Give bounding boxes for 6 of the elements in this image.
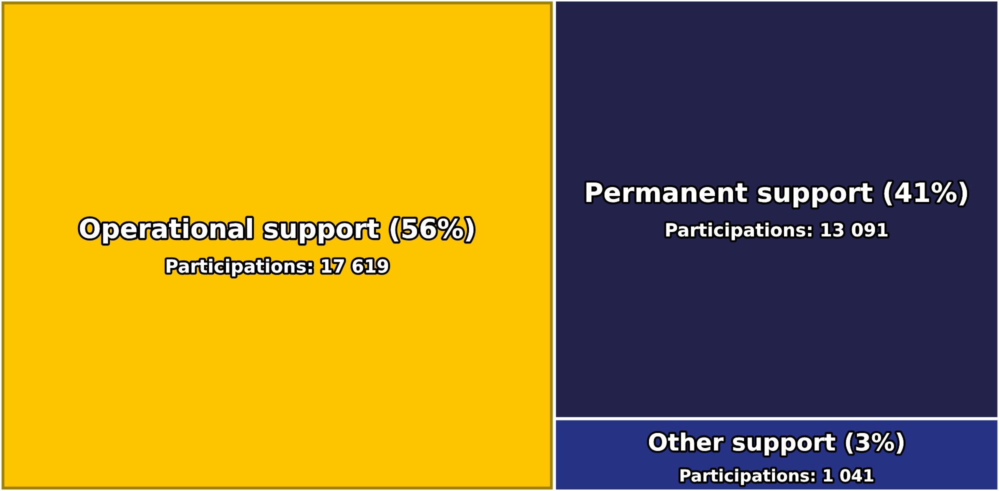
category-label: Permanent support (41%) [586, 182, 968, 208]
data-label: Participations: 13 091 [666, 222, 888, 240]
data-label: Participations: 1 041 [680, 468, 874, 485]
category-label: Operational support (56%) [80, 218, 474, 244]
data-label: Participations: 17 619 [166, 258, 388, 276]
category-label: Other support (3%) [648, 432, 904, 456]
